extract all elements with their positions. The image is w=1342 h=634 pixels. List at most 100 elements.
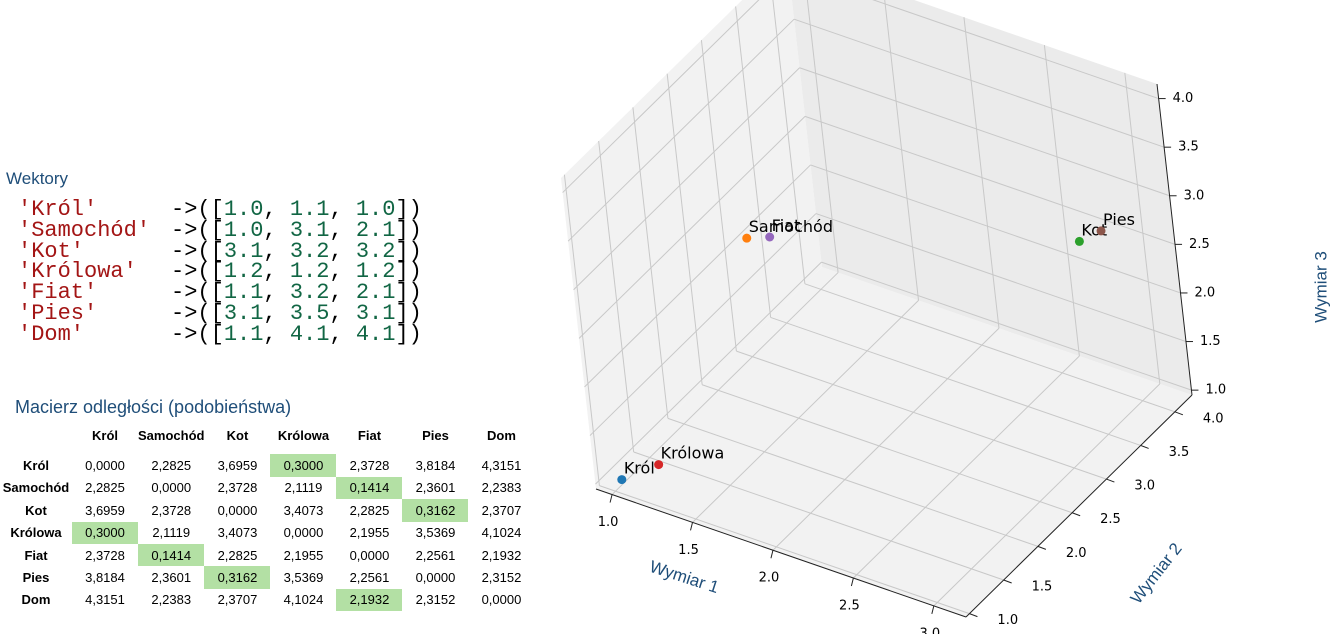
- tick-label: 3.5: [1169, 445, 1190, 460]
- matrix-cell: 0,1414: [138, 543, 205, 567]
- matrix-column-header: Dom: [487, 427, 516, 443]
- matrix-cell: 0,0000: [151, 480, 192, 496]
- vector-value: 1.2: [289, 259, 330, 285]
- vector-value: 1.0: [355, 197, 396, 222]
- data-point: [742, 233, 752, 243]
- tick-label: 2.0: [1066, 546, 1087, 561]
- vector-row: 'Król' ->([1.0, 1.1, 1.0]): [18, 197, 422, 222]
- vector-row: 'Kot' ->([3.1, 3.2, 3.2]): [18, 238, 422, 264]
- tick-label: 2.0: [759, 571, 780, 586]
- grid-line: [573, 67, 800, 291]
- grid-line: [804, 283, 1176, 413]
- grid-line: [632, 107, 669, 419]
- vector-arrow: ->: [171, 280, 198, 306]
- vectors-panel: Wektory 'Król' ->([1.0, 1.1, 1.0]) 'Samoch…: [0, 0, 560, 380]
- matrix-cell: 3,5369: [283, 570, 324, 586]
- vector-value: 1.1: [223, 280, 264, 306]
- tick-label: 2.5: [1189, 237, 1210, 252]
- vector-arrow: ->: [171, 300, 198, 326]
- distance-matrix-table: Król Samochód Kot Królowa Fiat Pies Dom Król 0,0…: [0, 424, 534, 612]
- vector-value: 3.1: [289, 217, 330, 243]
- grid-line: [963, 17, 1000, 329]
- grid-line: [567, 18, 795, 242]
- grid-line: [589, 213, 817, 436]
- vector-row: 'Fiat' ->([1.1, 3.2, 2.1]): [18, 280, 422, 306]
- y-tick: [1174, 411, 1184, 416]
- vector-name: 'Fiat': [18, 280, 98, 306]
- grid-line: [804, 115, 1176, 245]
- matrix-cell: 2,3728: [85, 547, 125, 563]
- tick-label: 1.0: [1205, 383, 1226, 398]
- tick-label: 1.0: [997, 613, 1018, 628]
- grid-line: [884, 0, 920, 301]
- y-tick: [969, 613, 978, 618]
- vectors-title: Wektory: [6, 169, 69, 188]
- grid-line: [701, 384, 1073, 514]
- matrix-row: Dom 4,3151 2,2383 2,3707 4,1024 2,1932 2,3152 0…: [0, 588, 534, 612]
- vector-row: 'Pies' ->([3.1, 3.5, 3.1]): [18, 300, 422, 326]
- matrix-cell: 0,1414: [336, 476, 403, 500]
- vectors-list: 'Król' ->([1.0, 1.1, 1.0]) 'Samochód' ->([1…: [18, 197, 422, 347]
- matrix-cell: 0,0000: [217, 502, 258, 518]
- x-tick: [770, 550, 774, 559]
- matrix-cell: 2,1119: [284, 480, 323, 496]
- matrix-cell: 2,1119: [152, 525, 191, 541]
- grid-line: [793, 18, 1165, 148]
- matrix-cell: 0,0000: [283, 525, 324, 541]
- matrix-cell: 3,8184: [415, 458, 456, 474]
- pane-left: [561, 0, 822, 489]
- tick-label: 1.0: [598, 515, 619, 530]
- tick-label: 3.0: [1134, 479, 1155, 494]
- matrix-cell: 0,0000: [481, 592, 522, 608]
- matrix-cell: 3,4073: [217, 525, 258, 541]
- matrix-cell: 2,2825: [217, 547, 258, 563]
- tick-label: 2.5: [1100, 512, 1121, 527]
- tick-label: 3.5: [1178, 140, 1199, 155]
- x-tick: [609, 494, 613, 503]
- grid-line: [735, 6, 772, 318]
- matrix-cell: 4,1024: [481, 525, 522, 541]
- vector-value: 4.1: [355, 321, 396, 347]
- vector-name: 'Pies': [18, 300, 98, 326]
- grid-line: [599, 485, 970, 615]
- vector-value: 2.1: [355, 280, 396, 306]
- vector-value: 1.1: [289, 197, 330, 222]
- y-axis-label: Wymiar 2: [1127, 539, 1186, 607]
- tick-label: 3.0: [919, 626, 940, 634]
- x-tick: [850, 577, 854, 587]
- x-tick: [931, 605, 935, 614]
- vector-row: 'Samochód' ->([1.0, 3.1, 2.1]): [18, 217, 422, 243]
- vector-value: 2.1: [355, 217, 396, 243]
- tick-label: 4.0: [1203, 411, 1224, 426]
- matrix-row: Król 0,0000 2,2825 3,6959 0,3000 2,3728 3,8184…: [0, 454, 534, 477]
- matrix-cell: 2,1932: [481, 547, 522, 563]
- grid-line: [595, 261, 822, 485]
- matrix-title: Macierz odległości (podobieństwa): [15, 397, 292, 417]
- matrix-row-header: Samochód: [2, 480, 70, 496]
- matrix-cell: 2,2825: [85, 480, 125, 496]
- matrix-row: Pies 3,8184 2,3601 0,3162 3,5369 2,2561 0,0000…: [0, 566, 534, 589]
- grid-line: [666, 73, 703, 385]
- matrix-cell: 0,3162: [402, 499, 469, 522]
- matrix-column-header: Samochód: [138, 427, 205, 443]
- vector-name: 'Królowa': [18, 259, 137, 285]
- pane-back: [791, 0, 1192, 395]
- matrix-cell: 2,2561: [349, 570, 390, 586]
- y-tick: [1003, 579, 1012, 584]
- grid-line: [806, 0, 839, 273]
- matrix-row-header: Fiat: [24, 547, 48, 563]
- vector-value: 1.0: [223, 197, 264, 222]
- grid-line: [815, 213, 1187, 343]
- matrix-column-header: Fiat: [357, 427, 382, 443]
- matrix-cell: 3,4073: [283, 502, 324, 518]
- vector-value: 3.2: [289, 238, 330, 264]
- grid-line: [633, 451, 1004, 581]
- vector-arrow: ->: [171, 197, 198, 222]
- tick-label: 2.0: [1195, 285, 1216, 300]
- tick-label: 1.5: [1032, 580, 1053, 595]
- matrix-row: Królowa 0,3000 2,1119 3,4073 0,0000 2,1955 3,5…: [0, 521, 534, 544]
- vector-value: 1.1: [223, 321, 264, 347]
- vector-arrow: ->: [171, 321, 198, 347]
- vector-name: 'Król': [18, 197, 98, 222]
- matrix-column-header: Kot: [226, 427, 249, 443]
